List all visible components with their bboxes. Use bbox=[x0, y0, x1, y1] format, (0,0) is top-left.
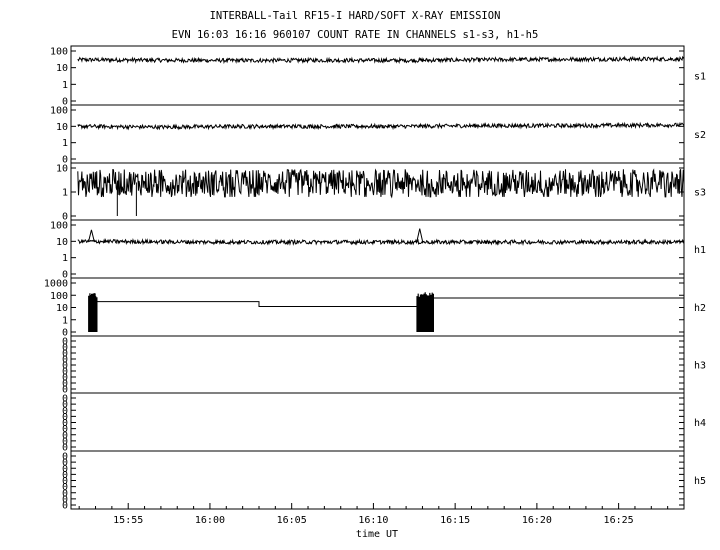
y-tick-label-s2: 0 bbox=[62, 155, 68, 166]
y-tick-label-h5: 0 bbox=[62, 464, 68, 475]
y-tick-label-h1: 10 bbox=[56, 237, 68, 248]
channel-label-h2: h2 bbox=[694, 303, 706, 314]
y-tick-label-h2: 1000 bbox=[44, 279, 68, 290]
trace-s2 bbox=[77, 121, 685, 131]
channel-label-h5: h5 bbox=[694, 476, 706, 487]
y-tick-label-s2: 100 bbox=[50, 106, 68, 117]
x-tick-label: 16:25 bbox=[604, 515, 634, 526]
y-tick-label-s1: 10 bbox=[56, 63, 68, 74]
channel-label-h3: h3 bbox=[694, 361, 706, 372]
time-axis: 15:55 16:00 16:05 16:10 16:15 16:20 16:25 bbox=[78, 503, 685, 526]
panel-frame-h4 bbox=[70, 392, 685, 452]
y-tick-label-s3: 1 bbox=[62, 188, 68, 199]
y-tick-label-h3: 0 bbox=[62, 337, 68, 348]
channel-label-s3: s3 bbox=[694, 188, 706, 199]
y-tick-label-h3: 0 bbox=[62, 349, 68, 360]
panel-frame-h1 bbox=[70, 219, 685, 279]
chart-title: INTERBALL-Tail RF15-I HARD/SOFT X-RAY EM… bbox=[210, 10, 501, 22]
y-tick-label-h4: 0 bbox=[62, 430, 68, 441]
y-tick-label-s2: 1 bbox=[62, 138, 68, 149]
panel-frame-s1 bbox=[70, 45, 685, 106]
y-tick-label-h3: 0 bbox=[62, 367, 68, 378]
y-tick-label-h2: 0 bbox=[62, 328, 68, 339]
y-tick-label-h2: 1 bbox=[62, 315, 68, 326]
y-tick-label-h4: 0 bbox=[62, 418, 68, 429]
y-tick-label-s1: 1 bbox=[62, 80, 68, 91]
y-tick-label-h4: 0 bbox=[62, 424, 68, 435]
trace-h1 bbox=[77, 238, 685, 246]
y-tick-label-h5: 0 bbox=[62, 452, 68, 463]
y-tick-label-h4: 0 bbox=[62, 406, 68, 417]
panel-frame-h3 bbox=[70, 335, 685, 394]
y-tick-label-h5: 0 bbox=[62, 470, 68, 481]
x-tick-label: 15:55 bbox=[113, 515, 143, 526]
y-tick-label-h3: 0 bbox=[62, 385, 68, 396]
y-tick-label-s1: 0 bbox=[62, 97, 68, 108]
burst-h2 bbox=[88, 293, 98, 332]
step-h2 bbox=[96, 297, 684, 308]
y-tick-label-h5: 0 bbox=[62, 458, 68, 469]
x-tick-label: 16:00 bbox=[195, 515, 225, 526]
y-tick-label-h3: 0 bbox=[62, 373, 68, 384]
y-tick-label-h4: 0 bbox=[62, 443, 68, 454]
y-tick-label-h3: 0 bbox=[62, 355, 68, 366]
channel-label-h1: h1 bbox=[694, 245, 706, 256]
y-tick-label-h4: 0 bbox=[62, 400, 68, 411]
spike-h1 bbox=[87, 229, 95, 243]
channel-label-s1: s1 bbox=[694, 72, 706, 83]
panel-frame-h5 bbox=[70, 450, 685, 510]
y-tick-label-h2: 100 bbox=[50, 291, 68, 302]
y-tick-label-h3: 0 bbox=[62, 379, 68, 390]
y-tick-label-h3: 0 bbox=[62, 361, 68, 372]
y-tick-label-h4: 0 bbox=[62, 394, 68, 405]
y-tick-label-s1: 100 bbox=[50, 47, 68, 58]
y-tick-label-h1: 100 bbox=[50, 221, 68, 232]
burst-h2 bbox=[416, 292, 434, 332]
chart-subtitle: EVN 16:03 16:16 960107 COUNT RATE IN CHA… bbox=[172, 29, 539, 41]
channel-label-s2: s2 bbox=[694, 130, 706, 141]
y-tick-label-h4: 0 bbox=[62, 412, 68, 423]
spike-h1 bbox=[416, 228, 424, 243]
y-tick-label-h5: 0 bbox=[62, 488, 68, 499]
channel-label-h4: h4 bbox=[694, 418, 706, 429]
x-tick-label: 16:15 bbox=[440, 515, 470, 526]
trace-s3 bbox=[77, 168, 685, 199]
x-tick-label: 16:10 bbox=[358, 515, 388, 526]
x-tick-label: 16:20 bbox=[522, 515, 552, 526]
y-tick-label-h5: 0 bbox=[62, 476, 68, 487]
panel-stack: 1001010s11001010s21010s31001010h11000100… bbox=[44, 45, 706, 512]
x-tick-label: 16:05 bbox=[277, 515, 307, 526]
y-tick-label-h1: 1 bbox=[62, 253, 68, 264]
y-tick-label-h2: 10 bbox=[56, 303, 68, 314]
y-tick-label-h5: 0 bbox=[62, 494, 68, 505]
y-tick-label-s3: 10 bbox=[56, 164, 68, 175]
y-tick-label-s2: 10 bbox=[56, 122, 68, 133]
y-tick-label-h5: 0 bbox=[62, 482, 68, 493]
x-axis-label: time UT bbox=[356, 529, 398, 540]
y-tick-label-s3: 0 bbox=[62, 212, 68, 223]
trace-s1 bbox=[77, 55, 685, 65]
y-tick-label-h1: 0 bbox=[62, 270, 68, 281]
y-tick-label-h3: 0 bbox=[62, 343, 68, 354]
y-tick-label-h5: 0 bbox=[62, 501, 68, 512]
y-tick-label-h4: 0 bbox=[62, 436, 68, 447]
panel-frame-s2 bbox=[70, 104, 685, 164]
